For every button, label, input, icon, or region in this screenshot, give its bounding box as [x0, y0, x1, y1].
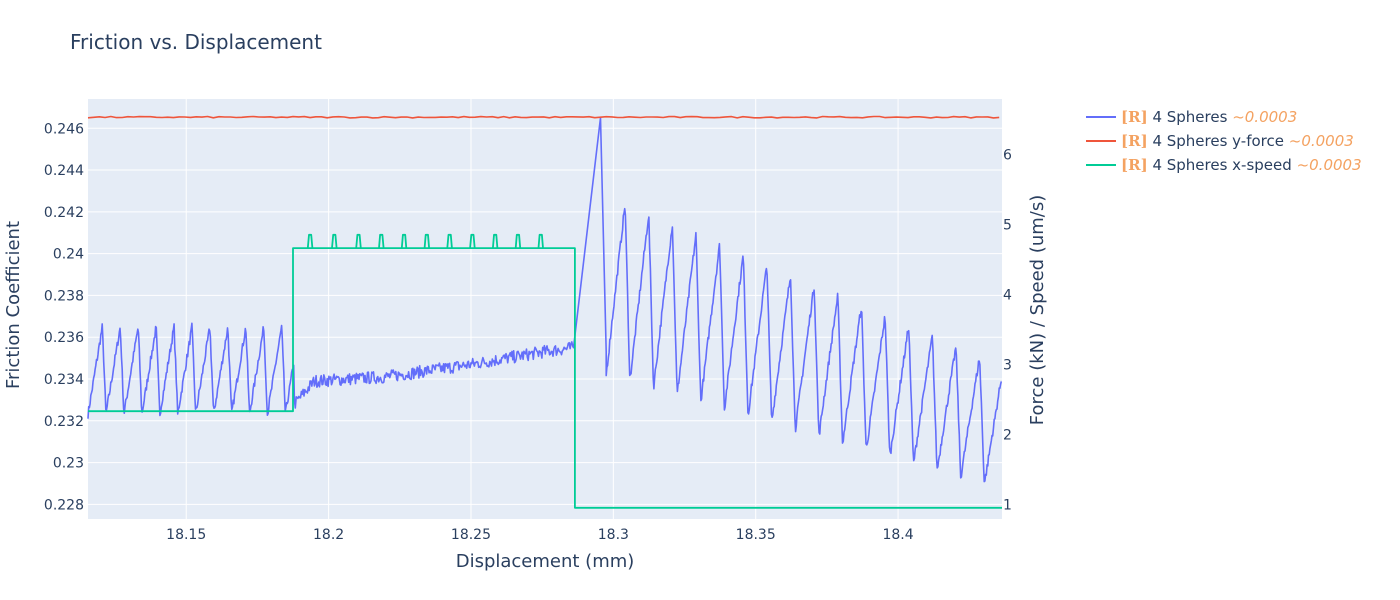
legend-label: [R] 4 Spheres ~0.0003 [1121, 108, 1297, 126]
legend[interactable]: [R] 4 Spheres ~0.0003 [R] 4 Spheres y-for… [1086, 108, 1362, 174]
series-line-4-spheres-y-force [87, 115, 1000, 119]
y2-tick-label: 2 [1003, 427, 1012, 443]
plot-area [88, 99, 1002, 519]
y-tick-label: 0.228 [44, 497, 84, 513]
x-tick-label: 18.35 [736, 527, 776, 543]
y-tick-label: 0.24 [53, 247, 84, 263]
series-line-4-spheres-x-speed-spike [331, 233, 338, 249]
y2-tick-label: 5 [1003, 217, 1012, 233]
legend-item[interactable]: [R] 4 Spheres x-speed ~0.0003 [1086, 156, 1362, 174]
y-tick-label: 0.23 [53, 456, 84, 472]
series-layer [87, 115, 1003, 509]
y2-tick-label: 3 [1003, 357, 1012, 373]
series-line-4-spheres-x-speed-spike [469, 233, 476, 249]
x-axis-ticks: 18.15 18.2 18.25 18.3 18.35 18.4 [166, 527, 914, 543]
x-tick-label: 18.25 [451, 527, 491, 543]
series-line-4-spheres-x-speed-spike [537, 233, 544, 249]
series-line-4-spheres-x-speed-spike [514, 233, 522, 249]
series-line-4-spheres-x-speed-spike [446, 233, 453, 249]
x-tick-label: 18.2 [313, 527, 344, 543]
y2-axis-ticks: 1 2 3 4 5 6 [1003, 147, 1012, 513]
y-tick-label: 0.242 [44, 205, 84, 221]
chart-title: Friction vs. Displacement [70, 30, 322, 54]
series-line-4-spheres-x-speed [88, 247, 1002, 509]
y2-tick-label: 6 [1003, 147, 1012, 163]
y-tick-label: 0.244 [44, 163, 84, 179]
series-line-4-spheres-x-speed-spike [492, 233, 499, 249]
series-line-4-spheres-x-speed-spike [355, 233, 362, 249]
y-tick-label: 0.246 [44, 121, 84, 137]
x-tick-label: 18.15 [166, 527, 206, 543]
series-line-4-spheres-x-speed-spike [400, 233, 408, 249]
legend-label: [R] 4 Spheres y-force ~0.0003 [1121, 132, 1354, 150]
y2-tick-label: 4 [1003, 287, 1012, 303]
gridlines [88, 99, 1002, 519]
y-axis-title: Friction Coefficient [3, 221, 24, 389]
legend-item[interactable]: [R] 4 Spheres ~0.0003 [1086, 108, 1297, 126]
y-axis-ticks: 0.228 0.23 0.232 0.234 0.236 0.238 0.24 0.242 0.… [44, 121, 84, 513]
series-line-4-spheres [87, 117, 1003, 483]
x-tick-label: 18.4 [882, 527, 913, 543]
y-tick-label: 0.234 [44, 372, 84, 388]
series-line-4-spheres-x-speed-spike [378, 233, 385, 249]
legend-label: [R] 4 Spheres x-speed ~0.0003 [1121, 156, 1362, 174]
y2-tick-label: 1 [1003, 497, 1012, 513]
y-tick-label: 0.238 [44, 288, 84, 304]
x-tick-label: 18.3 [598, 527, 629, 543]
y-tick-label: 0.232 [44, 414, 84, 430]
legend-item[interactable]: [R] 4 Spheres y-force ~0.0003 [1086, 132, 1354, 150]
series-line-4-spheres-x-speed-spike [306, 233, 314, 249]
x-axis-title: Displacement (mm) [456, 551, 635, 572]
y2-axis-title: Force (kN) / Speed (um/s) [1027, 195, 1048, 425]
y-tick-label: 0.236 [44, 330, 84, 346]
series-line-4-spheres-x-speed-spike [423, 233, 430, 249]
